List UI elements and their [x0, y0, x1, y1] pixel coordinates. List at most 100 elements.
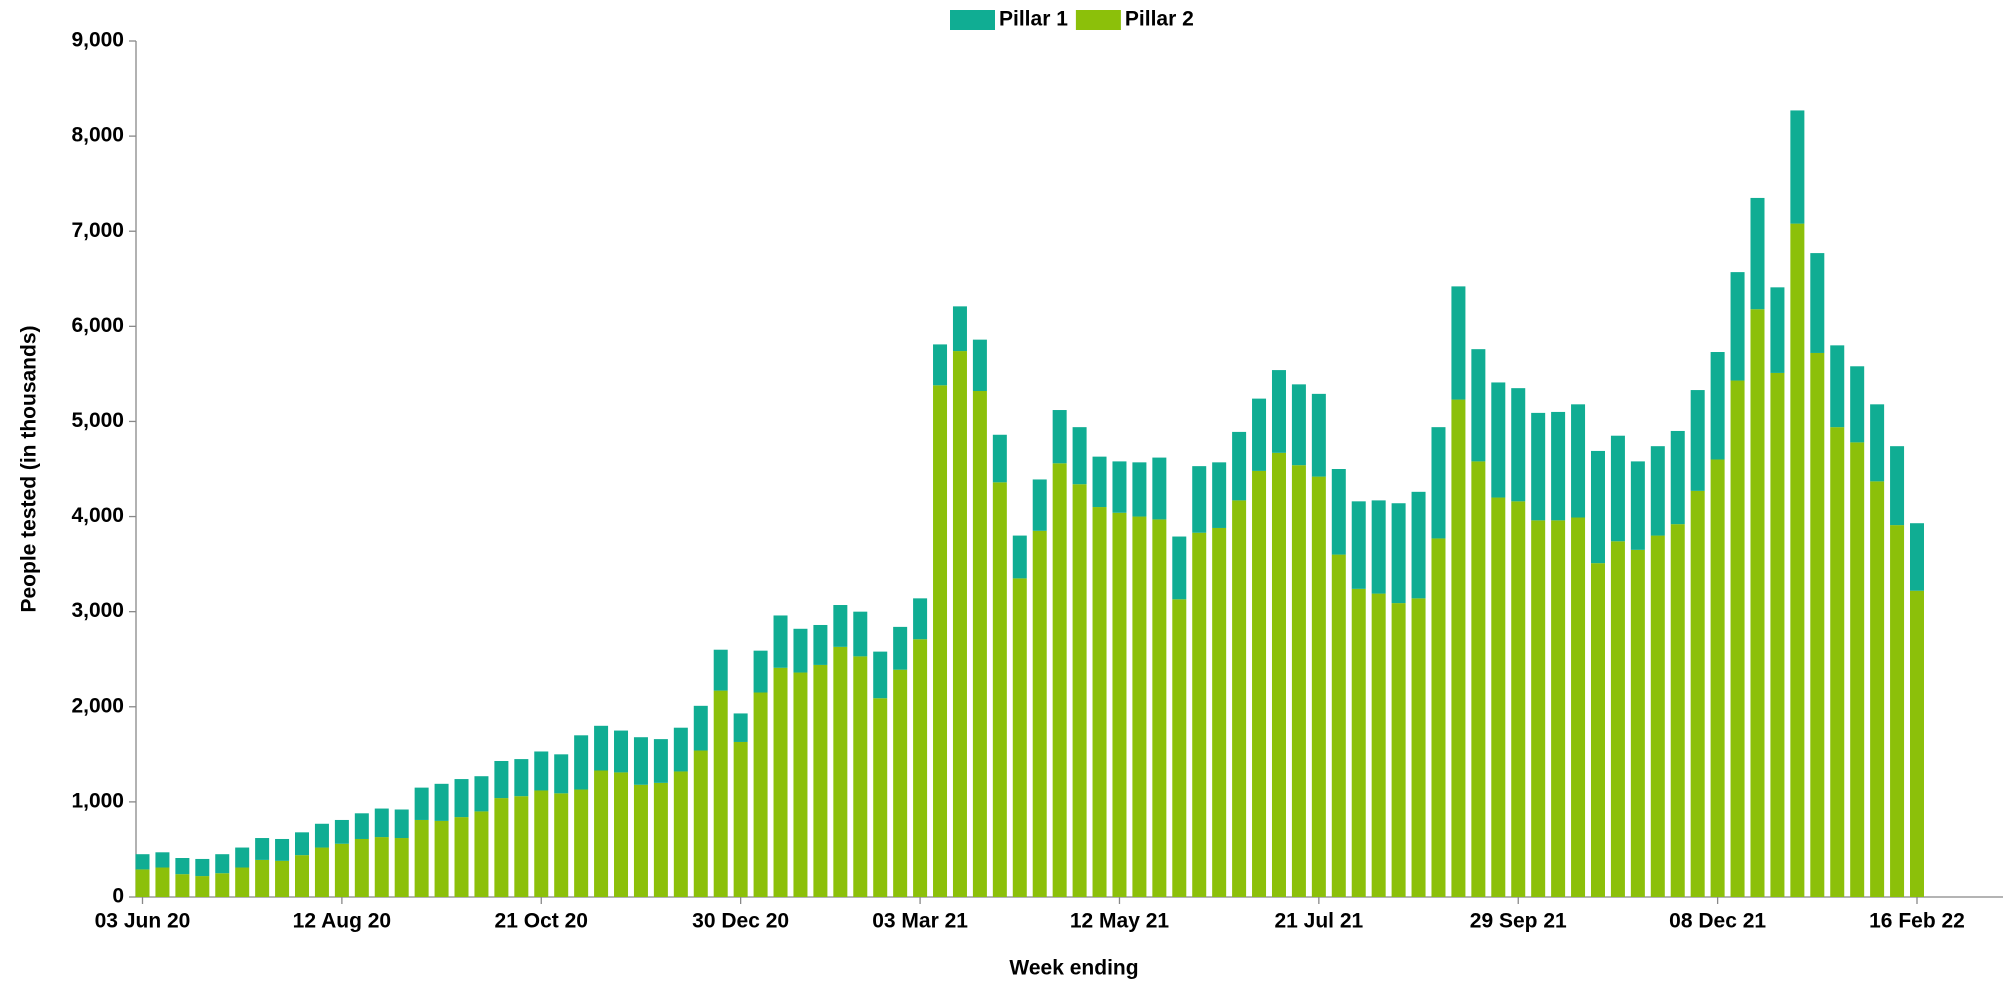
bar-segment	[1830, 345, 1845, 428]
legend-label: Pillar 1	[999, 8, 1068, 31]
bar-segment	[1491, 497, 1506, 897]
bar-segment	[773, 667, 788, 897]
bar-segment	[653, 782, 668, 897]
bar-segment	[295, 855, 310, 897]
bar-segment	[275, 860, 290, 897]
bar-segment	[1291, 384, 1306, 466]
bar-segment	[1052, 410, 1067, 464]
bar-segment	[733, 741, 748, 897]
bar-segment	[1630, 549, 1645, 897]
bar-segment	[1172, 599, 1187, 897]
bar-segment	[374, 837, 389, 897]
bar-segment	[1411, 491, 1426, 599]
bar-segment	[833, 646, 848, 897]
bar-segment	[1152, 457, 1167, 520]
bar-segment	[574, 789, 589, 897]
bar-segment	[773, 615, 788, 668]
bar-segment	[1252, 470, 1267, 897]
x-tick-label: 12 Aug 20	[293, 910, 391, 933]
bar-segment	[713, 690, 728, 897]
bar-segment	[275, 838, 290, 861]
bar-segment	[494, 798, 509, 897]
bar-segment	[1770, 372, 1785, 898]
bar-segment	[594, 725, 609, 771]
bar-segment	[1311, 393, 1326, 477]
bar-segment	[1670, 430, 1685, 525]
bar-segment	[1351, 588, 1366, 897]
bar-segment	[913, 639, 928, 897]
bar-segment	[1630, 461, 1645, 550]
bar-segment	[534, 790, 549, 897]
bar-segment	[314, 847, 329, 897]
bar-segment	[1092, 456, 1107, 508]
bar-segment	[1112, 512, 1127, 897]
bar-segment	[813, 624, 828, 665]
bar-segment	[334, 843, 349, 897]
bar-segment	[574, 735, 589, 790]
bar-segment	[753, 692, 768, 897]
bar-segment	[135, 869, 150, 897]
bar-segment	[1870, 404, 1885, 482]
bar-segment	[992, 482, 1007, 897]
bar-segment	[1012, 535, 1027, 579]
bar-segment	[1610, 435, 1625, 542]
bar-segment	[1072, 484, 1087, 897]
legend-swatch	[1075, 10, 1121, 30]
bar-segment	[1531, 520, 1546, 897]
y-tick-label: 9,000	[71, 29, 124, 52]
bar-segment	[813, 664, 828, 897]
bar-segment	[1451, 399, 1466, 897]
bar-segment	[673, 727, 688, 772]
bar-segment	[733, 713, 748, 742]
bar-segment	[474, 776, 489, 812]
y-tick-label: 6,000	[71, 314, 124, 337]
bar-segment	[1112, 461, 1127, 513]
bar-segment	[454, 817, 469, 897]
bar-segment	[1551, 520, 1566, 897]
bar-segment	[1790, 110, 1805, 224]
bar-segment	[215, 873, 230, 897]
bar-segment	[1451, 286, 1466, 400]
bar-segment	[1910, 523, 1924, 591]
bar-segment	[394, 838, 409, 897]
y-tick-label: 5,000	[71, 409, 124, 432]
bar-segment	[434, 783, 449, 821]
bar-segment	[135, 854, 150, 870]
bar-segment	[893, 669, 908, 897]
y-tick-label: 4,000	[71, 504, 124, 527]
bar-segment	[354, 838, 369, 897]
bar-segment	[175, 874, 190, 897]
bar-segment	[1471, 461, 1486, 897]
bar-segment	[1890, 525, 1905, 897]
bar-segment	[554, 793, 569, 897]
bar-segment	[713, 649, 728, 691]
bar-segment	[1511, 388, 1526, 502]
bar-segment	[1650, 446, 1665, 536]
bar-segment	[1650, 535, 1665, 897]
bar-segment	[933, 344, 948, 386]
legend-swatch	[950, 10, 995, 30]
bar-segment	[1371, 593, 1386, 897]
bar-segment	[833, 605, 848, 647]
bar-segment	[1810, 253, 1825, 353]
bar-segment	[454, 779, 469, 818]
bar-segment	[853, 656, 868, 897]
bar-segment	[1471, 349, 1486, 462]
bar-segment	[1351, 501, 1366, 589]
bar-segment	[1092, 507, 1107, 897]
bar-segment	[295, 832, 310, 856]
bar-segment	[614, 730, 629, 773]
x-tick-label: 21 Jul 21	[1274, 910, 1363, 933]
bar-segment	[514, 759, 529, 797]
bar-segment	[394, 809, 409, 839]
bar-segment	[1690, 390, 1705, 491]
y-tick-label: 1,000	[71, 789, 124, 812]
bar-segment	[952, 306, 967, 352]
bar-segment	[693, 750, 708, 897]
bar-segment	[1730, 272, 1745, 381]
x-axis-label: Week ending	[1009, 957, 1138, 980]
bar-segment	[1291, 465, 1306, 897]
bar-segment	[1212, 527, 1227, 897]
bar-segment	[195, 876, 210, 897]
y-tick-label: 2,000	[71, 694, 124, 717]
